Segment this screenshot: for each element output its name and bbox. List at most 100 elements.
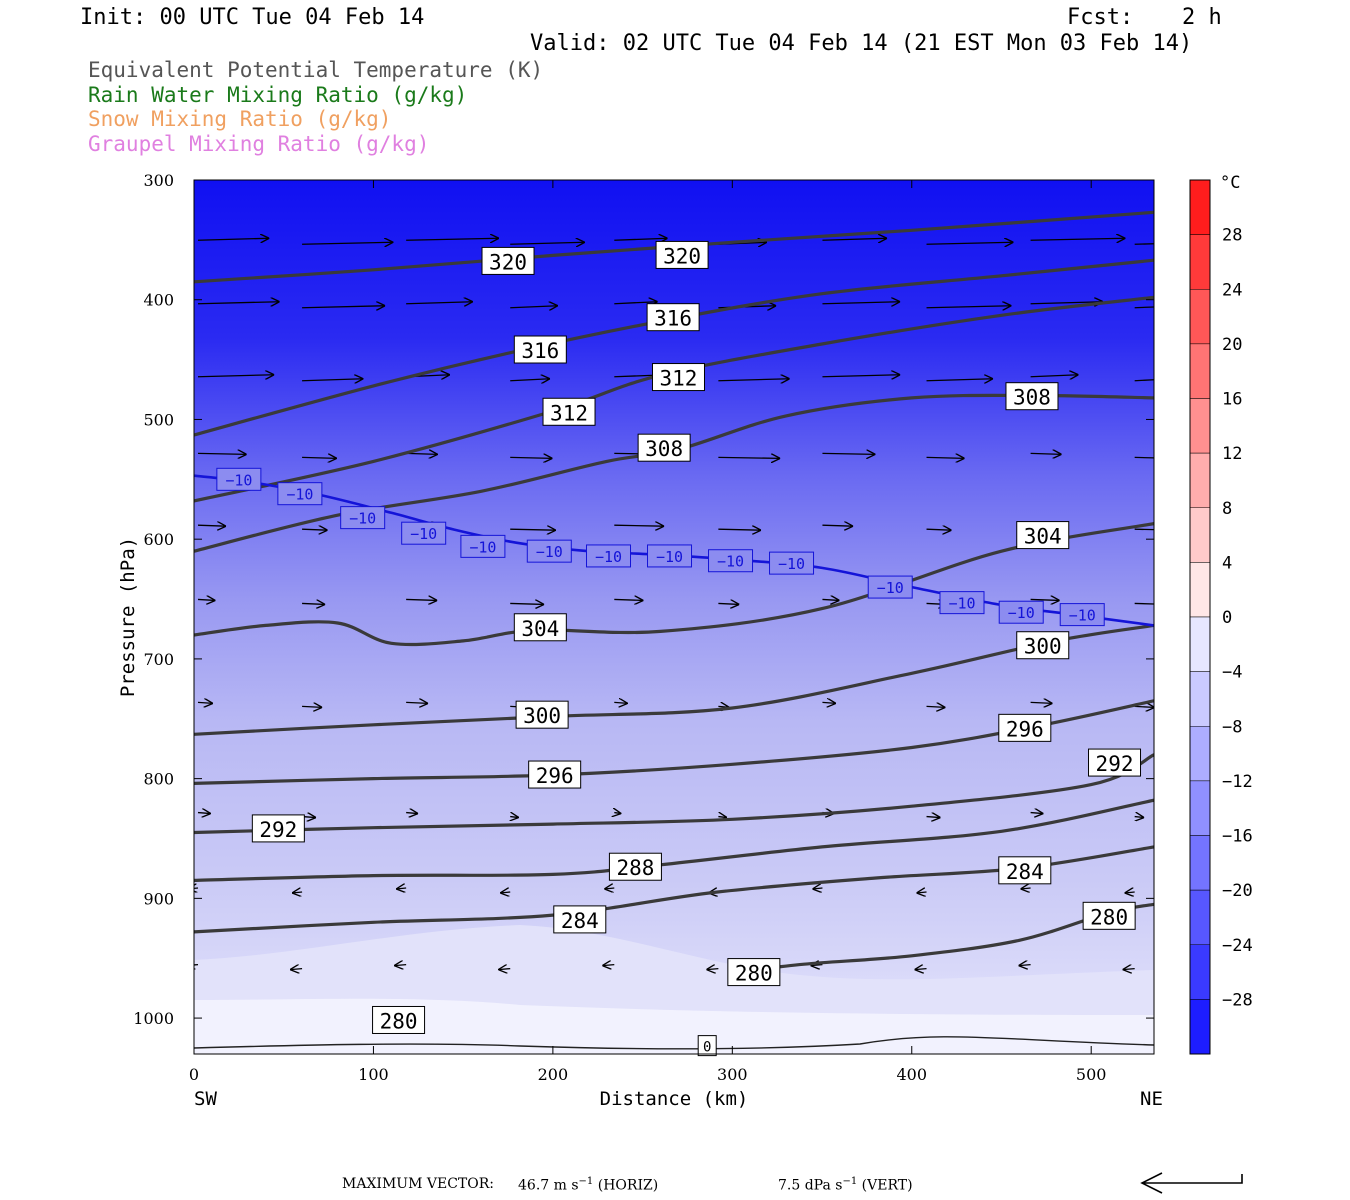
- y-tick-label: 400: [143, 291, 174, 310]
- temperature-label-box: [586, 544, 632, 568]
- temperature-label: −10: [1008, 604, 1035, 622]
- x-tick-label: 500: [1076, 1065, 1107, 1084]
- colorbar-label: −12: [1222, 772, 1253, 792]
- wind-vector: [614, 302, 657, 304]
- wind-vector: [197, 375, 274, 377]
- wind-vector: [396, 888, 407, 889]
- wind-vector: [822, 702, 836, 703]
- wind-vector: [394, 965, 407, 966]
- wind-vector: [302, 379, 363, 381]
- legend-theta-e: Equivalent Potential Temperature (K): [88, 58, 544, 82]
- temperature-label: −10: [349, 510, 376, 528]
- forecast-label: Fcst:: [1067, 5, 1134, 30]
- temperature-label: −10: [948, 595, 975, 613]
- colorbar-label: 8: [1222, 499, 1232, 519]
- contour-label: 284: [1006, 860, 1044, 884]
- contour-label: 292: [259, 818, 297, 842]
- contour-label-box: [1088, 748, 1142, 777]
- max-vector-vert: 7.5 dPa s−1 (VERT): [778, 1176, 913, 1194]
- contour-label: 300: [523, 704, 561, 728]
- wind-vector: [194, 965, 199, 966]
- y-tick-label: 900: [143, 889, 174, 908]
- colorbar-label: 4: [1222, 553, 1232, 573]
- wind-vector: [510, 242, 585, 244]
- contour-label: 316: [521, 339, 559, 363]
- contour-label-box: [251, 814, 305, 843]
- temperature-label-box: [647, 544, 693, 568]
- contour-label-box: [372, 1005, 426, 1034]
- wind-vector: [822, 375, 900, 377]
- contour-label-box: [646, 303, 700, 332]
- temperature-contour-layer: −10 −10 −10 −10 −10 −10 −10 −10 −10 −10 −10 −10 −10 −…: [194, 467, 1154, 627]
- wind-vector: [197, 813, 211, 814]
- colorbar-label: 20: [1222, 335, 1242, 355]
- wind-vector: [510, 529, 556, 530]
- wind-vector: [292, 892, 303, 893]
- wind-vector: [1134, 243, 1154, 245]
- wind-vector: [194, 888, 199, 889]
- wind-vector: [706, 969, 719, 970]
- colorbar-label: −20: [1222, 881, 1253, 901]
- wind-vector: [822, 599, 839, 600]
- valid-time: Valid: 02 UTC Tue 04 Feb 14 (21 EST Mon …: [530, 31, 1193, 56]
- temperature-label-box: [526, 539, 572, 563]
- contour-label: 320: [489, 250, 527, 274]
- contour-label: 316: [654, 307, 692, 331]
- temperature-label-box: [340, 506, 386, 530]
- colorbar-swatch: [1189, 452, 1211, 508]
- contour-label-box: [1005, 382, 1059, 411]
- contour-label: 304: [521, 617, 559, 641]
- wind-vector: [1030, 813, 1044, 814]
- init-time: Init: 00 UTC Tue 04 Feb 14: [80, 5, 425, 30]
- temperature-label: −10: [410, 525, 437, 543]
- wind-vector: [406, 302, 473, 304]
- temperature-label-box: [1059, 603, 1105, 627]
- wind-vector: [614, 525, 664, 526]
- wind-vector: [406, 813, 418, 814]
- temperature-label: −10: [778, 555, 805, 573]
- contour-label-box: [553, 905, 607, 934]
- x-right-direction: NE: [1140, 1088, 1163, 1110]
- contour-label-box: [1016, 521, 1070, 550]
- shade-band-surface: [194, 998, 1154, 1054]
- wind-vector: [510, 603, 544, 604]
- temperature-label: −10: [595, 548, 622, 566]
- colorbar-label: 24: [1222, 280, 1242, 300]
- wind-vector: [926, 706, 946, 707]
- temperature-label-box: [401, 521, 447, 545]
- wind-vector: [406, 702, 428, 703]
- wind-vector: [822, 453, 875, 454]
- colorbar-swatch: [1189, 343, 1211, 399]
- contour-label: 300: [1024, 635, 1062, 659]
- colorbar-swatch: [1189, 835, 1211, 891]
- colorbar-label: −4: [1222, 663, 1242, 683]
- wind-vector: [406, 599, 437, 600]
- contour-label-box: [655, 240, 709, 269]
- wind-vector: [926, 306, 1012, 308]
- colorbar-swatch: [1189, 999, 1211, 1055]
- wind-vector: [1021, 888, 1031, 889]
- colorbar-label: −8: [1222, 717, 1242, 737]
- colorbar-label: 0: [1222, 608, 1232, 628]
- colorbar-swatch: [1189, 671, 1211, 727]
- temperature-label-box: [708, 549, 754, 573]
- wind-vector: [812, 888, 823, 889]
- max-vector-horiz: 46.7 m s−1 (HORIZ): [518, 1176, 659, 1194]
- wind-vector: [197, 302, 280, 304]
- wind-vector: [1134, 528, 1154, 531]
- wind-vector: [822, 525, 853, 526]
- temperature-label: −10: [717, 553, 744, 571]
- colorbar-label: −16: [1222, 827, 1253, 847]
- wind-vector: [1030, 453, 1062, 454]
- theta-e-contour-292: [194, 753, 1154, 835]
- y-tick-label: 300: [143, 171, 174, 190]
- wind-vector: [1134, 602, 1154, 605]
- contour-label: 296: [536, 764, 574, 788]
- temperature-label-box: [460, 534, 506, 558]
- colorbar-swatch: [1189, 616, 1211, 672]
- colorbar-label: 12: [1222, 444, 1242, 464]
- axes: 300 400 500 600 700 800 900 1000 0 100 200 300 400 50…: [133, 171, 1154, 1084]
- colorbar-swatch: [1189, 726, 1211, 782]
- colorbar-frame: [1189, 179, 1211, 1055]
- temperature-label: −10: [536, 543, 563, 561]
